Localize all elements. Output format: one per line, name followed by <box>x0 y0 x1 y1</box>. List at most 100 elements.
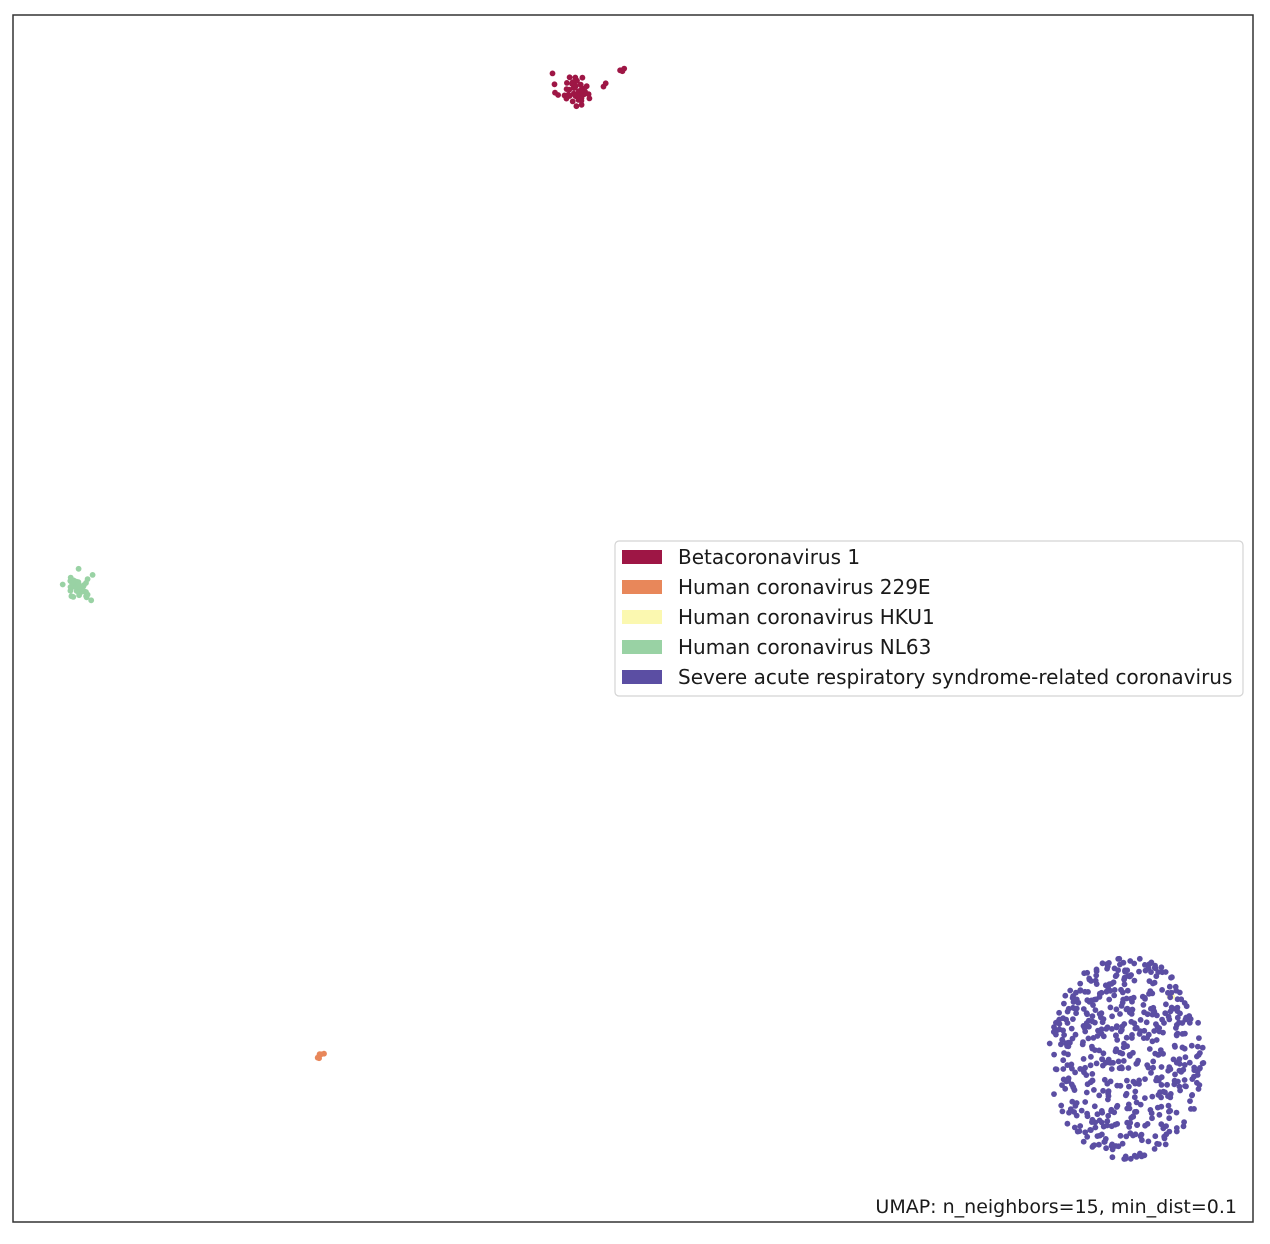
scatter-point-series-5-23 <box>1083 1089 1090 1096</box>
scatter-point-series-5-266 <box>1064 1120 1071 1127</box>
legend-swatch-2 <box>622 580 662 594</box>
scatter-point-series-5-446 <box>1125 1101 1132 1108</box>
scatter-point-series-5-245 <box>1142 996 1148 1002</box>
scatter-point-series-5-390 <box>1149 1115 1155 1122</box>
scatter-point-series-4-32 <box>76 592 82 599</box>
scatter-point-series-5-437 <box>1153 973 1160 980</box>
scatter-point-series-1-48 <box>619 67 626 74</box>
scatter-point-series-4-23 <box>84 576 91 582</box>
scatter-point-series-5-524 <box>1137 1028 1144 1034</box>
scatter-point-series-5-100 <box>1149 1093 1156 1100</box>
scatter-point-series-5-445 <box>1068 1081 1075 1088</box>
scatter-point-series-5-457 <box>1064 1020 1071 1026</box>
scatter-point-series-5-356 <box>1145 1138 1152 1145</box>
scatter-point-series-5-143 <box>1141 1009 1147 1016</box>
scatter-point-series-5-367 <box>1150 1064 1156 1071</box>
scatter-point-series-5-37 <box>1166 983 1173 990</box>
legend-label-1: Betacoronavirus 1 <box>678 545 860 569</box>
scatter-point-series-5-517 <box>1055 1018 1061 1025</box>
scatter-point-series-5-439 <box>1138 1153 1145 1160</box>
scatter-point-series-5-197 <box>1113 1032 1119 1039</box>
scatter-point-series-5-252 <box>1109 1026 1115 1032</box>
scatter-point-series-5-544 <box>1128 1011 1135 1017</box>
scatter-point-series-5-52 <box>1158 1064 1165 1070</box>
scatter-point-series-5-483 <box>1152 1133 1159 1140</box>
scatter-point-series-5-144 <box>1070 1016 1076 1022</box>
scatter-point-series-4-29 <box>67 574 74 581</box>
scatter-point-series-5-48 <box>1056 1009 1062 1016</box>
scatter-point-series-5-122 <box>1083 1020 1090 1027</box>
scatter-point-series-5-336 <box>1099 960 1106 967</box>
scatter-point-series-5-461 <box>1137 1133 1144 1140</box>
scatter-point-series-5-277 <box>1176 1060 1183 1067</box>
scatter-point-series-5-393 <box>1109 1154 1116 1161</box>
scatter-point-series-5-103 <box>1142 1122 1148 1129</box>
scatter-point-series-5-242 <box>1117 1028 1124 1035</box>
scatter-point-series-5-473 <box>1080 1056 1087 1062</box>
scatter-point-series-5-204 <box>1089 1077 1096 1084</box>
scatter-point-series-1-8 <box>579 74 586 81</box>
scatter-point-series-5-153 <box>1182 1054 1189 1061</box>
scatter-point-series-5-188 <box>1158 1094 1164 1101</box>
scatter-point-series-5-499 <box>1134 1121 1141 1128</box>
scatter-point-series-1-32 <box>564 92 571 99</box>
scatter-point-series-5-537 <box>1127 995 1134 1002</box>
scatter-point-series-4-25 <box>83 589 89 595</box>
scatter-point-series-5-531 <box>1099 1056 1105 1062</box>
scatter-point-series-5-512 <box>1123 1034 1130 1041</box>
scatter-point-series-1-41 <box>569 79 576 86</box>
scatter-point-series-5-316 <box>1099 1109 1106 1116</box>
scatter-point-series-5-269 <box>1146 961 1153 968</box>
scatter-point-series-5-514 <box>1183 1014 1190 1021</box>
scatter-point-series-5-300 <box>1133 1099 1140 1106</box>
scatter-point-series-5-450 <box>1096 1117 1103 1124</box>
scatter-point-series-5-189 <box>1061 1050 1067 1056</box>
scatter-point-series-5-318 <box>1127 1130 1134 1137</box>
legend-swatch-3 <box>622 610 662 624</box>
scatter-point-series-5-210 <box>1091 1103 1098 1110</box>
scatter-point-series-5-99 <box>1117 961 1123 968</box>
scatter-point-series-5-386 <box>1091 996 1098 1003</box>
scatter-point-series-5-139 <box>1093 981 1100 987</box>
scatter-point-series-5-469 <box>1181 1045 1188 1052</box>
scatter-point-series-5-317 <box>1083 1072 1090 1078</box>
scatter-point-series-5-380 <box>1133 1060 1140 1067</box>
scatter-point-series-5-413 <box>1196 1082 1203 1088</box>
scatter-point-series-5-476 <box>1115 956 1122 962</box>
scatter-point-series-5-292 <box>1080 1067 1087 1074</box>
scatter-point-series-5-481 <box>1173 1109 1180 1116</box>
scatter-point-series-5-534 <box>1167 1008 1174 1015</box>
scatter-point-series-5-535 <box>1183 1003 1190 1010</box>
scatter-point-series-5-506 <box>1133 1154 1140 1160</box>
scatter-point-series-5-548 <box>1113 1104 1120 1110</box>
scatter-point-series-5-225 <box>1142 1095 1148 1101</box>
scatter-point-series-5-244 <box>1115 967 1121 974</box>
scatter-point-series-5-407 <box>1122 1092 1129 1099</box>
scatter-point-series-5-542 <box>1137 1017 1144 1023</box>
scatter-point-series-5-408 <box>1124 987 1131 994</box>
scatter-point-series-5-209 <box>1131 977 1138 984</box>
scatter-point-series-5-412 <box>1059 1108 1066 1115</box>
legend-swatch-4 <box>622 640 662 654</box>
scatter-point-series-5-431 <box>1132 1131 1139 1138</box>
scatter-point-series-5-184 <box>1196 1035 1202 1041</box>
scatter-point-series-5-443 <box>1183 1083 1189 1090</box>
scatter-point-series-5-516 <box>1105 1093 1112 1099</box>
scatter-point-series-5-484 <box>1154 1140 1160 1147</box>
scatter-point-series-5-424 <box>1106 981 1113 987</box>
scatter-point-series-5-323 <box>1179 1020 1186 1026</box>
scatter-point-series-5-214 <box>1077 980 1084 987</box>
legend-label-3: Human coronavirus HKU1 <box>678 605 935 629</box>
scatter-point-series-5-403 <box>1060 1057 1067 1064</box>
scatter-point-series-5-496 <box>1181 1062 1188 1068</box>
scatter-point-series-4-37 <box>75 583 82 590</box>
scatter-point-series-5-557 <box>1084 1011 1090 1018</box>
scatter-point-series-5-271 <box>1104 965 1110 972</box>
scatter-point-series-5-528 <box>1096 990 1103 997</box>
scatter-point-series-5-556 <box>1096 1011 1103 1017</box>
scatter-point-series-5-353 <box>1167 994 1174 1001</box>
scatter-point-series-5-394 <box>1087 1062 1094 1069</box>
scatter-point-series-5-200 <box>1060 1066 1067 1072</box>
scatter-point-series-5-376 <box>1119 1023 1126 1030</box>
scatter-point-series-5-260 <box>1176 989 1183 996</box>
